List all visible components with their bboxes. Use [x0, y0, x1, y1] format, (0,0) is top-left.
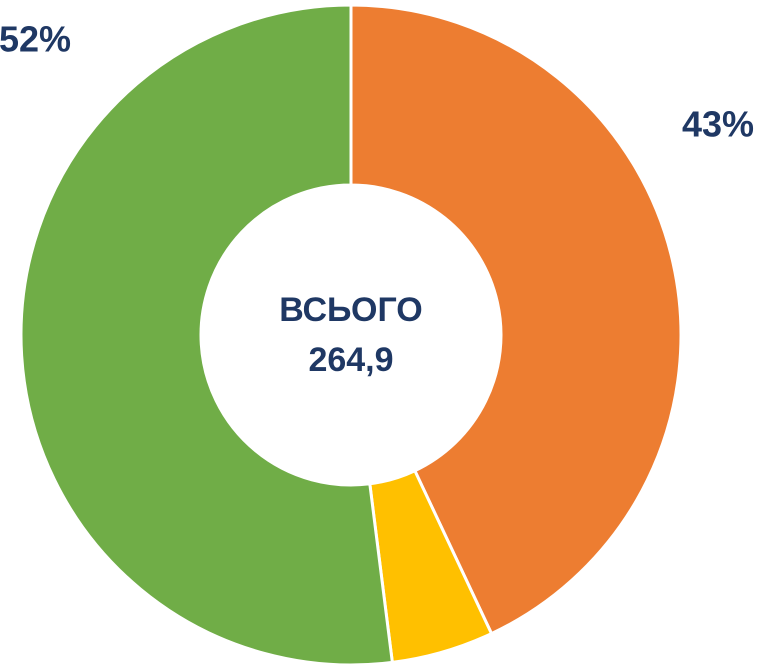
center-value: 264,9: [308, 341, 393, 379]
data-label: 52%: [0, 19, 71, 60]
center-title: ВСЬОГО: [279, 291, 423, 329]
data-label: 43%: [682, 104, 754, 145]
chart: ВСЬОГО 264,9 43% 52%: [0, 0, 779, 665]
